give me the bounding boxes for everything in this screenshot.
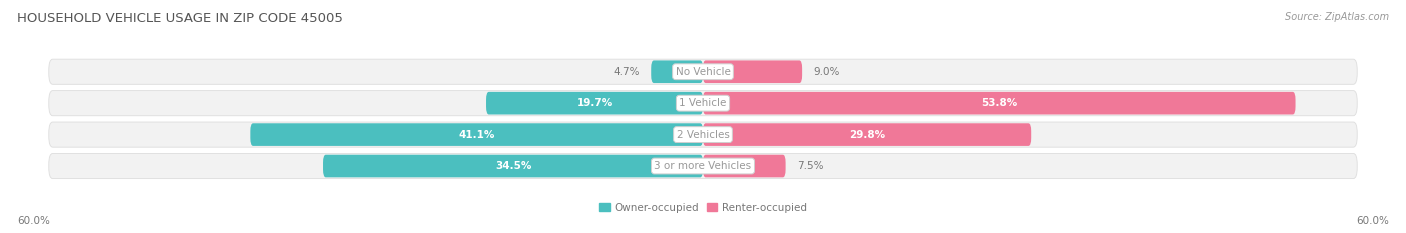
FancyBboxPatch shape <box>703 60 801 83</box>
Text: HOUSEHOLD VEHICLE USAGE IN ZIP CODE 45005: HOUSEHOLD VEHICLE USAGE IN ZIP CODE 4500… <box>17 12 343 25</box>
Text: 2 Vehicles: 2 Vehicles <box>676 130 730 140</box>
FancyBboxPatch shape <box>703 92 1295 114</box>
Text: 53.8%: 53.8% <box>981 98 1018 108</box>
FancyBboxPatch shape <box>49 154 1357 179</box>
FancyBboxPatch shape <box>49 59 1357 84</box>
Text: 9.0%: 9.0% <box>813 67 839 77</box>
Text: 29.8%: 29.8% <box>849 130 886 140</box>
Text: 1 Vehicle: 1 Vehicle <box>679 98 727 108</box>
Legend: Owner-occupied, Renter-occupied: Owner-occupied, Renter-occupied <box>595 199 811 217</box>
Text: No Vehicle: No Vehicle <box>675 67 731 77</box>
FancyBboxPatch shape <box>49 122 1357 147</box>
FancyBboxPatch shape <box>651 60 703 83</box>
Text: 19.7%: 19.7% <box>576 98 613 108</box>
FancyBboxPatch shape <box>486 92 703 114</box>
FancyBboxPatch shape <box>250 123 703 146</box>
Text: 60.0%: 60.0% <box>1357 216 1389 226</box>
FancyBboxPatch shape <box>703 155 786 177</box>
FancyBboxPatch shape <box>703 123 1031 146</box>
Text: 7.5%: 7.5% <box>797 161 823 171</box>
FancyBboxPatch shape <box>49 91 1357 116</box>
Text: 34.5%: 34.5% <box>495 161 531 171</box>
Text: 4.7%: 4.7% <box>614 67 640 77</box>
Text: 3 or more Vehicles: 3 or more Vehicles <box>654 161 752 171</box>
Text: 41.1%: 41.1% <box>458 130 495 140</box>
FancyBboxPatch shape <box>323 155 703 177</box>
Text: 60.0%: 60.0% <box>17 216 49 226</box>
Text: Source: ZipAtlas.com: Source: ZipAtlas.com <box>1285 12 1389 22</box>
